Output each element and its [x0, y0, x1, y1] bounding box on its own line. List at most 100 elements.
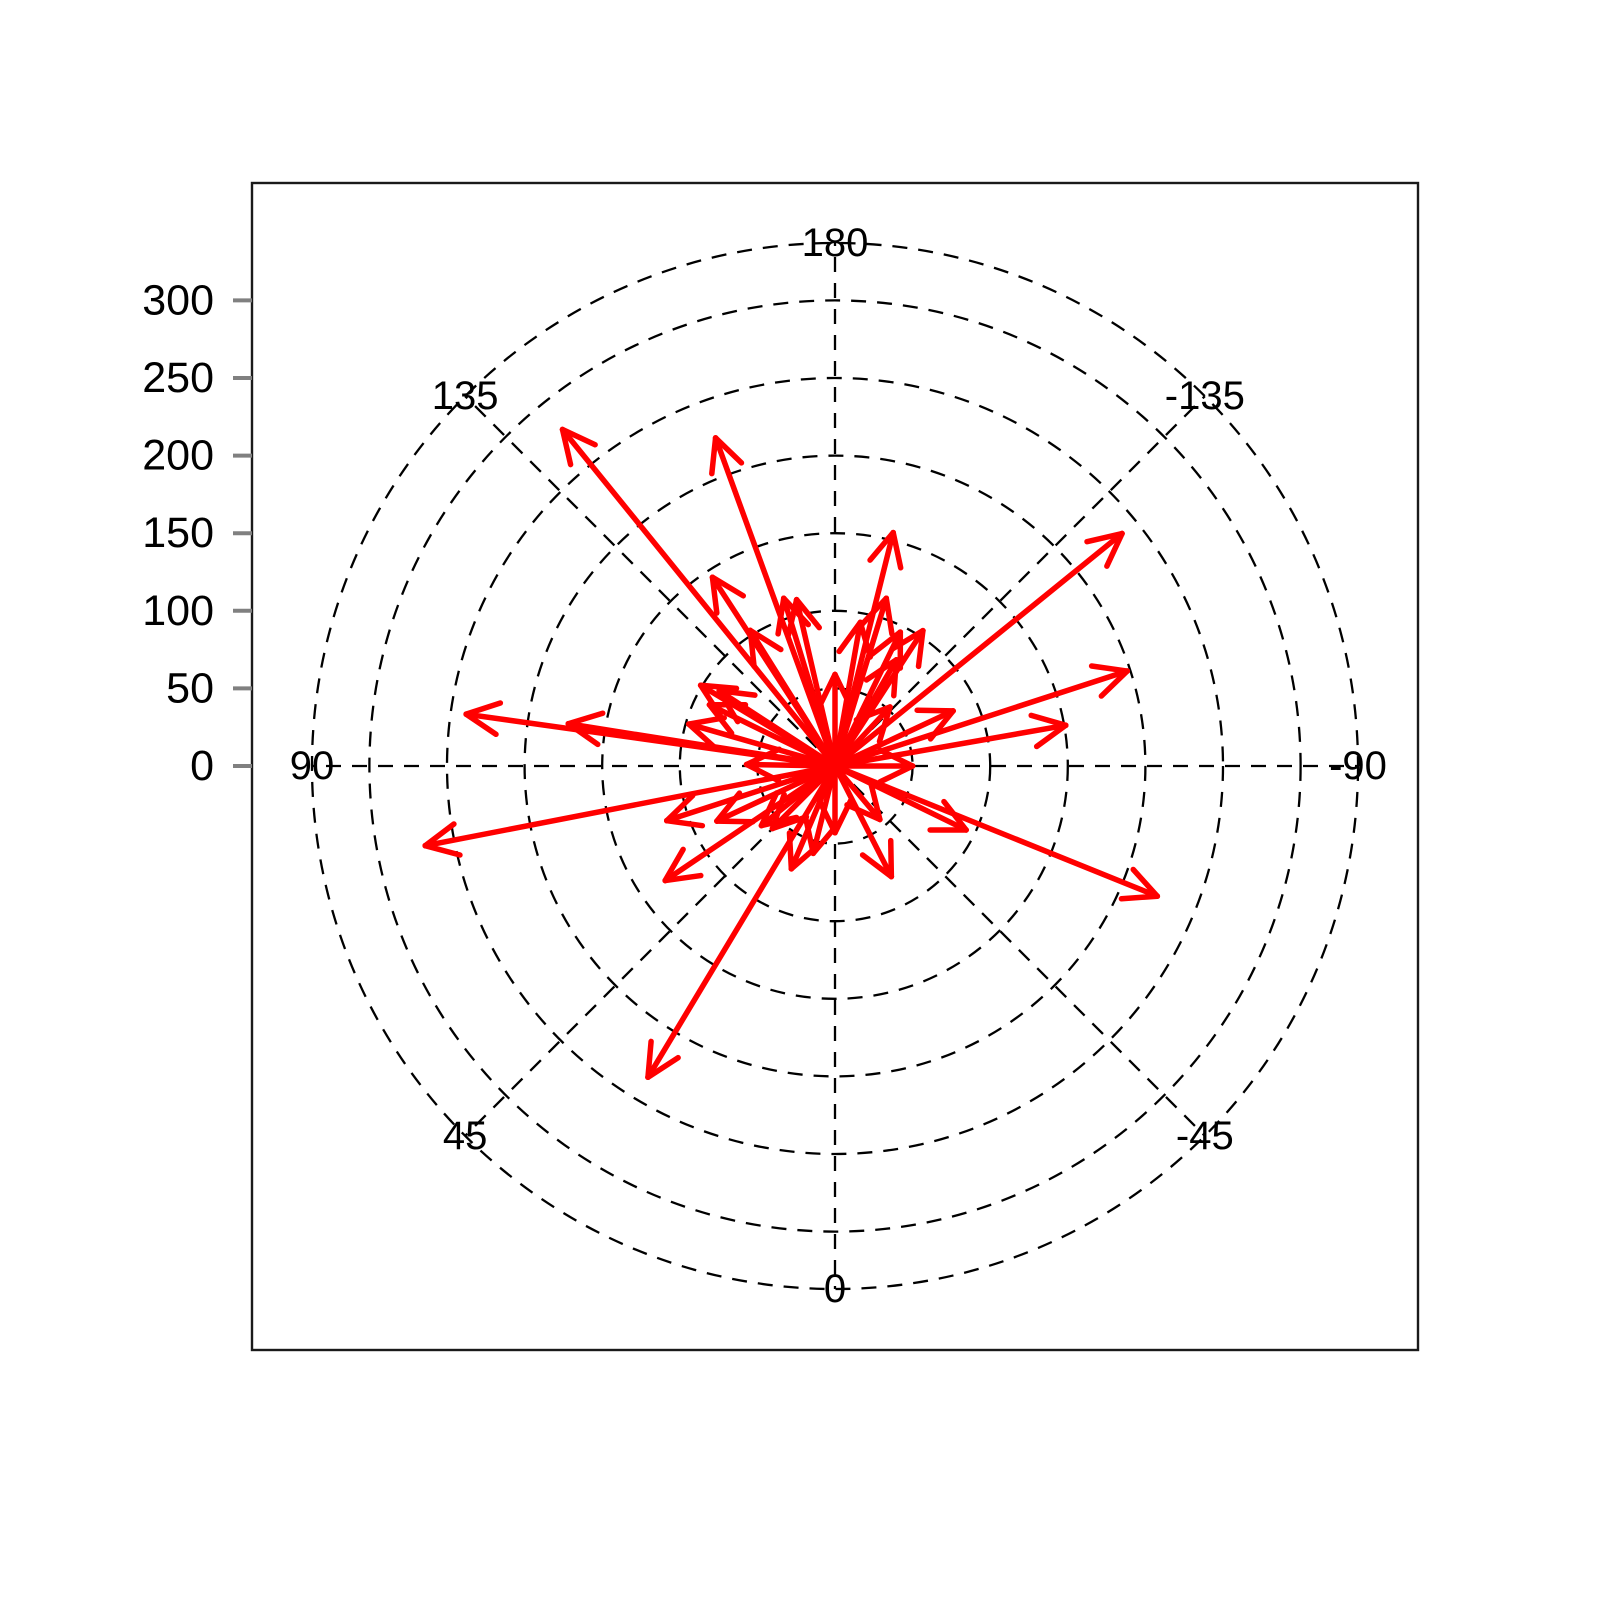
vector-arrowhead [889, 627, 926, 652]
vector-arrowhead [785, 596, 800, 638]
vector-arrow-shaft [645, 763, 838, 1081]
vector-arrowhead [1104, 530, 1125, 569]
vector-arrowhead [844, 802, 883, 823]
vector-arrowhead [714, 790, 743, 824]
vector-arrowhead [1028, 712, 1069, 729]
angle-label: 90 [290, 744, 335, 788]
vector-arrow-shaft [769, 763, 838, 832]
vector-arrowhead [663, 817, 706, 829]
vector-arrow-shaft [793, 596, 838, 769]
radial-axis-tick-label: 250 [142, 354, 214, 402]
vector-arrowhead [747, 627, 757, 669]
vector-arrow-shaft [422, 763, 838, 849]
vector-arrow-shaft [832, 763, 1161, 899]
vector-arrowhead [709, 435, 719, 477]
vector-arrowhead [891, 657, 900, 699]
vector-arrow-shaft [747, 627, 838, 769]
radial-axis-tick-label: 200 [142, 432, 214, 480]
vector-arrow-shaft [559, 426, 838, 769]
vector-arrow-shaft [565, 721, 838, 769]
vector-arrowhead [709, 574, 720, 616]
vector-arrow-shaft [743, 761, 838, 769]
vector-arrowhead [559, 426, 598, 448]
vector-arrowhead [802, 815, 816, 857]
vector-arrowhead [422, 821, 457, 849]
vector-arrowhead [869, 629, 904, 658]
vector-arrowhead [857, 619, 874, 660]
vector-arrowhead [868, 781, 883, 823]
angle-label: -135 [1165, 374, 1245, 418]
vector-arrowhead [915, 627, 926, 670]
vector-arrowhead [758, 790, 780, 829]
vector-arrowhead [565, 710, 606, 727]
angle-label: -90 [1329, 744, 1387, 788]
vector-arrowhead [559, 426, 574, 468]
vector-arrowhead [663, 792, 696, 824]
radial-axis-tick-label: 0 [190, 742, 214, 790]
vector-arrowhead [463, 711, 499, 738]
radial-axis-tick-label: 150 [142, 509, 214, 557]
vector-arrowhead [712, 435, 745, 466]
vector-arrow-shaft [832, 629, 904, 769]
angle-label: 0 [824, 1267, 846, 1311]
vector-arrowhead [743, 746, 782, 768]
vector-arrowhead [867, 529, 896, 563]
angle-label: 45 [443, 1114, 488, 1158]
vector-arrow-shaft [832, 529, 896, 769]
vector-arrowhead [793, 596, 823, 631]
vector-arrowhead [565, 721, 601, 748]
vector-arrowhead [662, 872, 704, 884]
angle-label: 180 [802, 221, 869, 265]
grid-spoke [834, 765, 1206, 1137]
vector-arrowhead [927, 708, 956, 742]
angle-label: -45 [1176, 1114, 1234, 1158]
vector-arrowhead [832, 671, 854, 710]
vector-arrowhead [883, 595, 895, 637]
vector-arrowhead [686, 715, 727, 727]
vector-arrowhead [816, 671, 838, 710]
vector-arrowhead [890, 529, 904, 571]
vector-arrowhead [1033, 722, 1069, 750]
vector-arrowhead [645, 1038, 654, 1081]
vector-arrowhead [1130, 866, 1161, 899]
radial-axis-tick-label: 100 [142, 587, 214, 635]
grid-circle [368, 299, 1302, 1233]
vector-arrowhead [816, 797, 838, 836]
vector-arrow-shaft [832, 708, 956, 769]
vector-arrowhead [877, 763, 916, 785]
angle-label: 135 [432, 374, 499, 418]
vector-arrowhead [1088, 663, 1131, 674]
vector-arrowhead [877, 747, 916, 769]
vector-arrowhead [836, 619, 864, 655]
vector-arrow-shaft [832, 722, 1069, 769]
vector-arrowhead [775, 595, 787, 637]
vector-arrowhead [709, 574, 747, 599]
grid-circle [523, 454, 1147, 1078]
vector-arrowhead [1098, 668, 1131, 699]
vector-arrowhead [714, 818, 756, 825]
grid-spoke [464, 395, 836, 767]
vector-arrowhead [887, 837, 895, 880]
vector-arrow-shaft [832, 763, 883, 823]
vector-arrowhead [1084, 530, 1125, 545]
vector-arrow-shaft [832, 668, 1131, 769]
vector-arrowhead [422, 842, 463, 858]
vector-arrow-shaft [686, 721, 838, 769]
vector-arrowhead [769, 791, 787, 832]
vector-arrowhead [697, 682, 740, 692]
vector-arrow-shaft [706, 702, 838, 769]
vector-arrowhead [716, 688, 758, 698]
vector-arrow-shaft [832, 530, 1125, 769]
vector-arrowhead [645, 1054, 681, 1081]
vector-arrowhead [463, 700, 504, 717]
vector-arrowhead [914, 707, 956, 714]
vector-arrow-shaft [663, 763, 838, 824]
vector-arrowhead [747, 627, 784, 653]
vector-arrow-shaft [712, 435, 838, 769]
radial-axis-tick-label: 300 [142, 276, 214, 324]
vector-arrowhead [662, 846, 686, 884]
vector-arrow-shaft [832, 763, 895, 880]
grid-circle [445, 376, 1225, 1156]
grid-circle [678, 609, 992, 923]
